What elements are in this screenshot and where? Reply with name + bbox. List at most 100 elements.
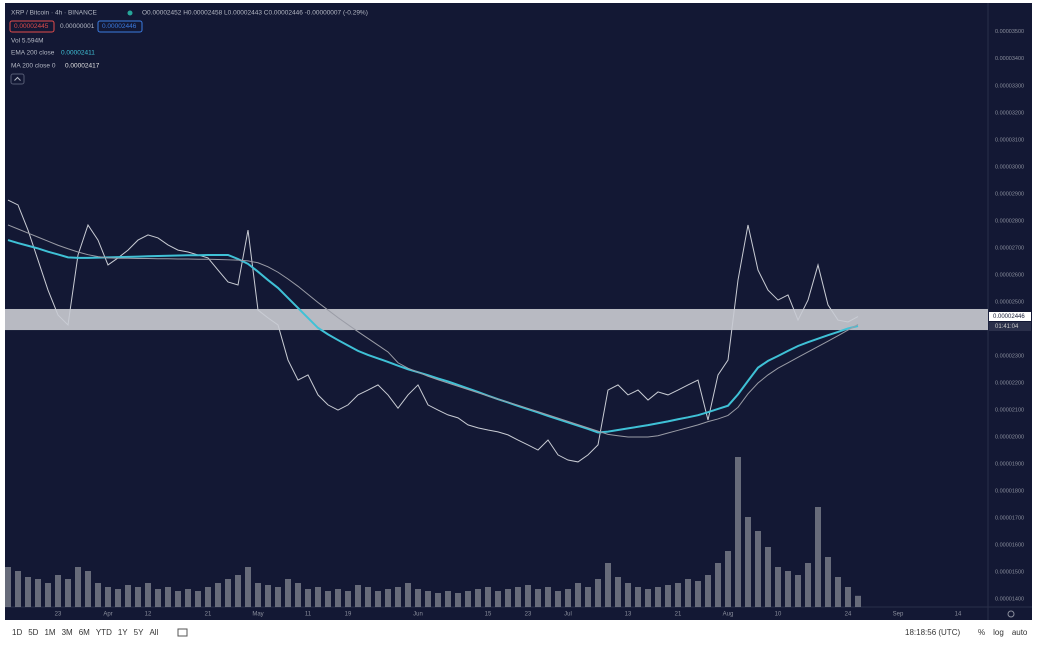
volume-bar [775,567,781,607]
x-tick-label: 23 [525,612,532,618]
collapse-button[interactable] [10,73,25,85]
volume-bar [295,583,301,607]
symbol: XRP / Bitcoin · 4h · BINANCE [11,10,98,17]
volume-bar [265,585,271,607]
buy-price[interactable]: 0.00002446 [102,23,137,30]
ema-value: 0.00002411 [61,50,95,57]
volume-bar [395,587,401,607]
y-tick-label: 0.00003200 [995,110,1024,116]
volume-bar [785,571,791,607]
x-tick-label: 21 [205,612,212,618]
volume-bar [525,585,531,607]
range-button[interactable]: 3M [62,628,73,637]
volume-bar [545,587,551,607]
y-tick-label: 0.00001800 [995,489,1024,495]
volume-bar [255,583,261,607]
x-tick-label: Jun [413,612,423,618]
y-tick-label: 0.00002900 [995,191,1024,197]
volume-bar [605,563,611,607]
ma-legend: MA 200 close 0 [11,63,56,70]
y-tick-label: 0.00001500 [995,570,1024,576]
x-tick-label: 21 [675,612,682,618]
volume-bar [105,587,111,607]
volume-bar [705,575,711,607]
volume-bar [475,589,481,607]
volume-bar [695,581,701,607]
volume-bar [275,587,281,607]
x-tick-label: 13 [625,612,632,618]
volume-bar [505,589,511,607]
range-button[interactable]: 5Y [134,628,144,637]
ohlc: O0.00002452 H0.00002458 L0.00002443 C0.0… [142,10,368,17]
volume-bar [385,589,391,607]
x-tick-label: 11 [305,612,312,618]
sell-price[interactable]: 0.00002445 [14,23,49,30]
scale-option[interactable]: % [978,628,985,637]
toolbar: 1D 5D 1M 3M 6M YTD 1Y 5Y All% log auto [12,628,1028,637]
sell-button[interactable] [9,20,55,33]
clock: 18:18:56 (UTC) [905,628,960,637]
range-button[interactable]: YTD [96,628,112,637]
volume-bar [155,589,161,607]
y-tick-label: 0.00003000 [995,164,1024,170]
y-tick-label: 0.00003500 [995,29,1024,35]
volume-bar [75,567,81,607]
range-button[interactable]: 1M [44,628,55,637]
volume-bar [195,591,201,607]
volume-bar [515,587,521,607]
y-tick-label: 0.00002200 [995,380,1024,386]
volume-bar [45,583,51,607]
y-tick-label: 0.00002500 [995,299,1024,305]
range-button[interactable]: 1Y [118,628,128,637]
range-button[interactable]: 1D [12,628,22,637]
volume-bar [465,591,471,607]
y-tick-label: 0.00001900 [995,462,1024,468]
volume-bar [125,585,131,607]
volume-bar [845,587,851,607]
volume-bar [565,589,571,607]
y-tick-label: 0.00002000 [995,435,1024,441]
status-dot [127,10,133,16]
volume-bar [225,579,231,607]
y-tick-label: 0.00001700 [995,516,1024,522]
countdown-tag [989,322,1031,331]
y-tick-label: 0.00001400 [995,597,1024,603]
volume-bar [345,591,351,607]
settings-icon[interactable] [1007,610,1015,618]
x-tick-label: 24 [845,612,852,618]
y-tick-label: 0.00002100 [995,407,1024,413]
ma-value: 0.00002417 [65,63,100,70]
y-tick-label: 0.00002300 [995,353,1024,359]
volume-bar [185,589,191,607]
range-button[interactable]: All [149,628,158,637]
volume-bar [665,585,671,607]
scale-option[interactable]: auto [1012,628,1028,637]
volume-bar [55,575,61,607]
volume-bar [535,589,541,607]
series-line [7,199,859,463]
x-tick-label: May [252,612,263,618]
y-tick-label: 0.00002700 [995,245,1024,251]
volume-bar [95,583,101,607]
volume-bar [435,593,441,607]
scale-option[interactable]: log [993,628,1004,637]
volume-bar [375,591,381,607]
volume-bar [235,575,241,607]
collapse-icon [14,76,21,81]
volume-bar [85,571,91,607]
volume-bar [175,591,181,607]
date-range-icon[interactable] [177,628,188,637]
volume-bar [755,531,761,607]
volume-bar [165,587,171,607]
range-button[interactable]: 5D [28,628,38,637]
volume-bar [215,583,221,607]
volume-bar [685,579,691,607]
volume-bar [795,575,801,607]
y-tick-label: 0.00003100 [995,137,1024,143]
volume-bar [425,591,431,607]
buy-button[interactable] [97,20,143,33]
volume-bar [65,579,71,607]
range-button[interactable]: 6M [79,628,90,637]
